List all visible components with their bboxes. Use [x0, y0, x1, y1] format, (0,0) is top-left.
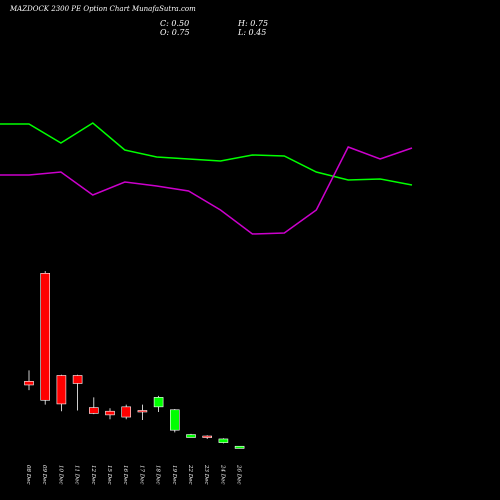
x-tick-label: 17 Dec [138, 465, 144, 485]
candle-body [218, 438, 229, 443]
x-tick-label: 12 Dec [90, 465, 96, 485]
x-tick-label: 19 Dec [171, 465, 177, 485]
candle-17-dec [137, 404, 148, 420]
x-tick-label: 18 Dec [155, 465, 161, 485]
candle-09-dec [40, 271, 51, 405]
x-tick-label: 11 Dec [74, 465, 80, 485]
candle-body [170, 409, 180, 431]
candle-23-dec [202, 435, 212, 439]
x-tick-label: 09 Dec [41, 465, 47, 485]
open-value: O: 0.75 [160, 28, 190, 37]
candle-18-dec [153, 395, 164, 412]
candle-10-dec [56, 374, 67, 412]
candle-body [40, 273, 51, 401]
candle-19-dec [170, 409, 180, 433]
close-value: C: 0.50 [160, 19, 190, 28]
candle-body [105, 410, 115, 416]
x-tick-label: 08 Dec [25, 465, 31, 485]
x-tick-label: 24 Dec [219, 464, 225, 485]
x-tick-label: 22 Dec [187, 464, 193, 485]
candle-11-dec [72, 374, 83, 411]
x-tick-label: 16 Dec [122, 465, 128, 485]
x-tick-label: 15 Dec [106, 465, 112, 485]
candle-body [24, 381, 34, 386]
candle-body [56, 375, 67, 405]
x-tick-label: 10 Dec [57, 465, 63, 485]
x-tick-label: 26 Dec [236, 464, 242, 485]
candle-body [186, 434, 196, 438]
candle-body [153, 397, 164, 408]
candle-12-dec [89, 397, 99, 415]
high-value: H: 0.75 [238, 19, 269, 28]
candle-22-dec [186, 433, 196, 438]
candle-body [121, 406, 131, 418]
low-value: L: 0.45 [238, 28, 267, 37]
candle-body [234, 445, 245, 449]
x-tick-label: 23 Dec [203, 464, 209, 485]
chart-title: MAZDOCK 2300 PE Option Chart MunafaSutra… [10, 5, 196, 13]
candle-24-dec [218, 438, 229, 444]
green-indicator-line [0, 122, 413, 186]
candle-body [89, 407, 99, 414]
candle-body [137, 410, 148, 413]
candle-body [202, 435, 212, 438]
magenta-indicator-line [0, 146, 413, 235]
candle-body [72, 375, 83, 384]
candle-26-dec [234, 445, 245, 449]
candle-08-dec [24, 370, 34, 391]
candle-15-dec [105, 408, 115, 420]
candle-16-dec [121, 404, 131, 420]
